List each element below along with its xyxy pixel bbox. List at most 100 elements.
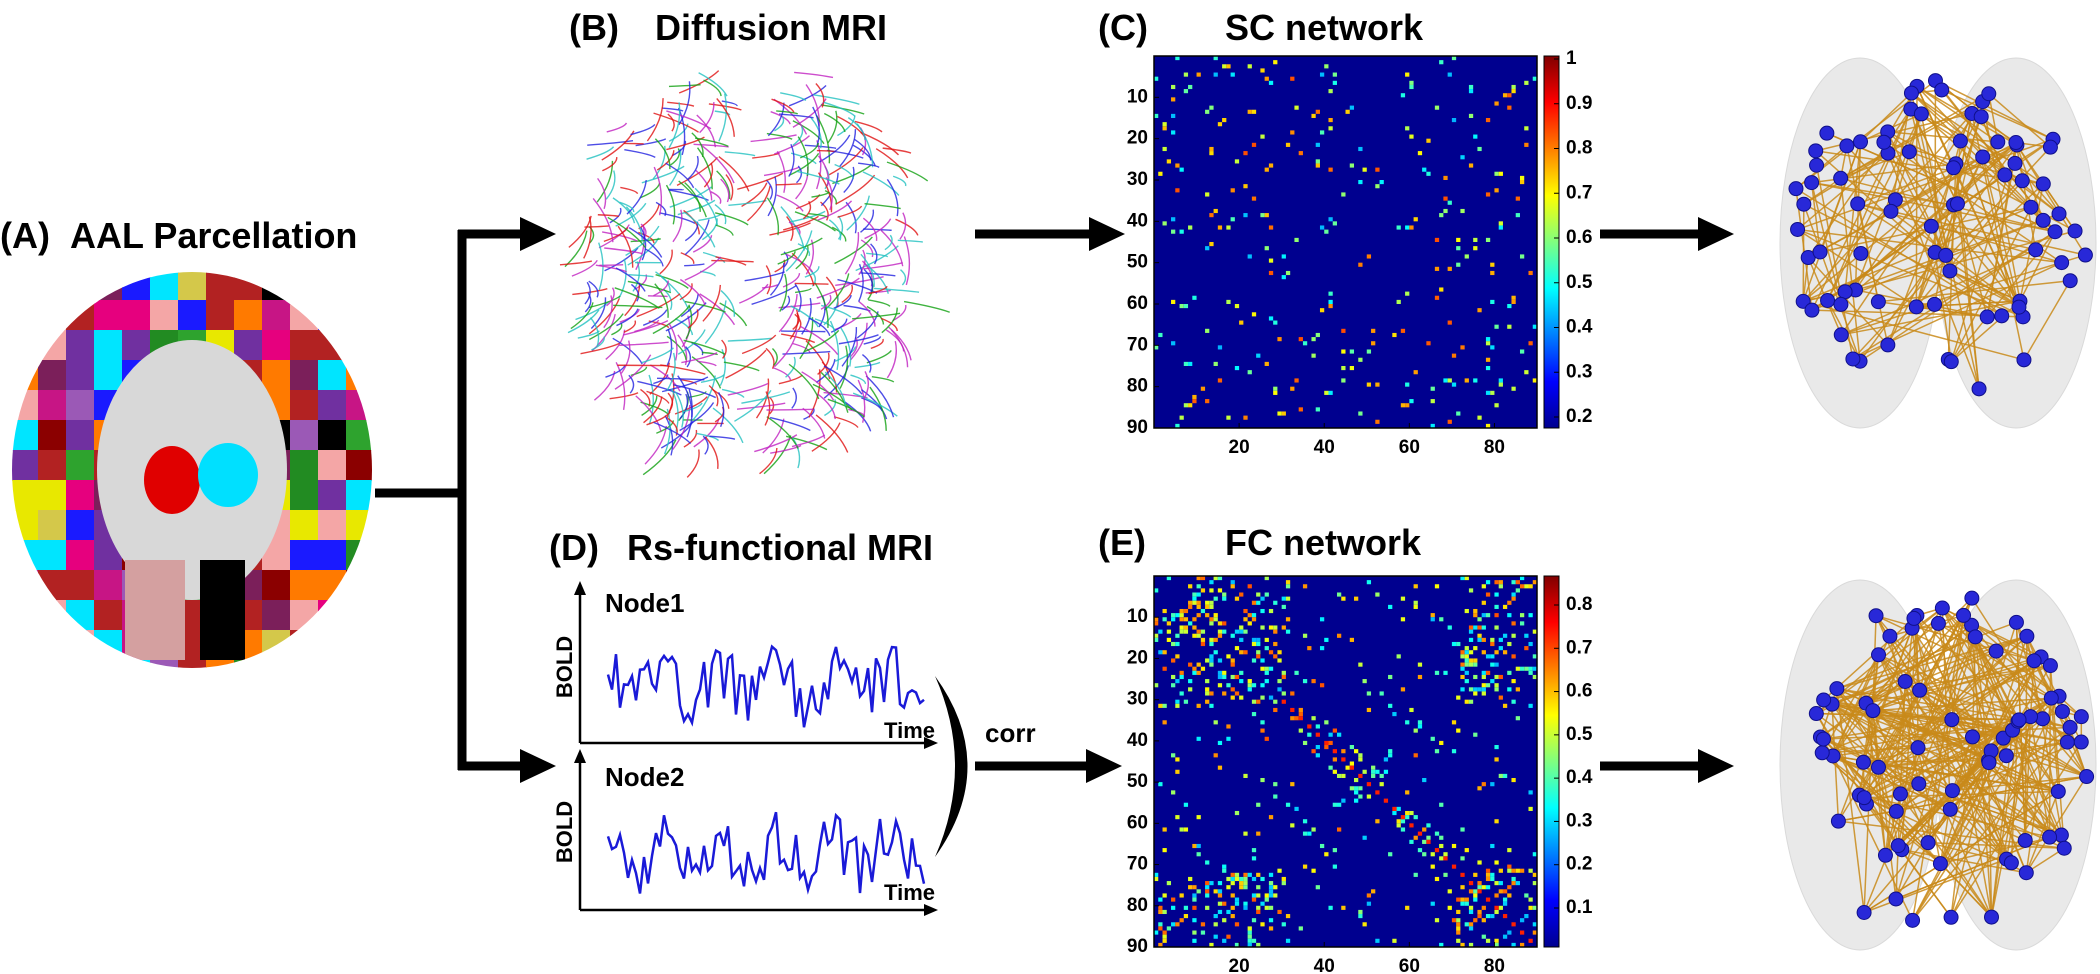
fiber: [770, 444, 802, 454]
fiber: [695, 169, 713, 201]
matrix-cell: [1456, 926, 1461, 931]
matrix-cell: [1490, 843, 1495, 849]
fiber: [674, 391, 684, 428]
fiber: [782, 273, 801, 288]
matrix-cell: [1468, 89, 1474, 94]
fiber: [811, 191, 830, 198]
network-node: [1988, 643, 2004, 659]
matrix-cell: [1328, 740, 1333, 746]
fiber: [833, 416, 859, 428]
colorbar: [1543, 575, 1560, 948]
fiber: [698, 72, 728, 97]
matrix-cell: [1302, 819, 1308, 824]
matrix-cell: [1336, 773, 1342, 778]
matrix-cell: [1239, 629, 1244, 634]
region: [66, 540, 95, 571]
network-node: [2008, 135, 2024, 151]
region: [346, 630, 372, 661]
region: [38, 420, 67, 451]
fiber: [680, 294, 699, 318]
matrix-cell: [1324, 852, 1329, 857]
matrix-cell: [1481, 670, 1486, 675]
fiber: [678, 81, 691, 126]
network-node: [1804, 175, 1820, 191]
matrix-cell: [1154, 872, 1159, 877]
matrix-cell: [1460, 208, 1465, 214]
matrix-cell: [1234, 674, 1240, 680]
matrix-cell: [1468, 629, 1474, 634]
matrix-cell: [1494, 860, 1499, 865]
matrix-cell: [1447, 625, 1452, 630]
matrix-cell: [1188, 225, 1193, 230]
matrix-cell: [1464, 848, 1469, 853]
matrix-cell: [1243, 629, 1248, 634]
matrix-cell: [1464, 699, 1469, 704]
matrix-cell: [1473, 625, 1478, 630]
arrow-head: [1698, 749, 1734, 783]
matrix-cell: [1217, 909, 1223, 915]
matrix-cell: [1226, 225, 1231, 230]
fiber: [862, 217, 878, 241]
matrix-cell: [1528, 806, 1533, 811]
network-edge: [1941, 607, 2071, 728]
region: [38, 300, 67, 331]
matrix-cell: [1371, 769, 1376, 774]
matrix-cell: [1213, 650, 1218, 655]
fiber: [617, 225, 634, 268]
matrix-frame: [1153, 575, 1538, 948]
matrix-cell: [1494, 893, 1499, 898]
matrix-cell: [1192, 633, 1197, 638]
fiber: [696, 114, 717, 148]
fiber: [847, 117, 866, 141]
fiber: [692, 235, 713, 253]
matrix-cell: [1213, 934, 1218, 939]
fiber: [718, 155, 750, 192]
fiber: [568, 215, 592, 248]
network-edge: [1928, 841, 2065, 849]
matrix-cell: [1443, 378, 1448, 383]
network-node: [1944, 712, 1960, 728]
matrix-cell: [1273, 654, 1278, 659]
matrix-cell: [1447, 419, 1452, 424]
matrix-cell: [1511, 654, 1516, 659]
panel-label: (B): [569, 7, 619, 48]
fiber: [812, 383, 853, 411]
matrix-cell: [1490, 390, 1495, 395]
matrix-cell: [1473, 608, 1478, 614]
matrix-cell: [1217, 658, 1223, 663]
fiber: [602, 156, 618, 172]
network-node: [1994, 308, 2010, 324]
network-node: [2035, 212, 2051, 228]
network-node: [1829, 681, 1845, 697]
matrix-cell: [1260, 720, 1265, 725]
network-node: [1908, 299, 1924, 315]
matrix-cell: [1362, 769, 1367, 774]
network-edge: [1865, 624, 1972, 704]
matrix-cell: [1222, 596, 1227, 601]
matrix-cell: [1158, 703, 1163, 708]
matrix-cell: [1162, 122, 1167, 127]
fiber: [786, 216, 794, 242]
matrix-cell: [1524, 646, 1529, 651]
network-node: [2056, 840, 2072, 856]
matrix-cell: [1251, 142, 1257, 147]
matrix-cell: [1205, 885, 1210, 890]
fiber: [572, 288, 608, 296]
matrix-cell: [1192, 394, 1197, 400]
matrix-cell: [1422, 852, 1427, 857]
matrix-cell: [1290, 716, 1295, 721]
matrix-cell: [1485, 654, 1491, 659]
network-node: [1788, 181, 1804, 197]
fiber: [673, 384, 717, 399]
panel-label: (E): [1098, 522, 1146, 563]
matrix-cell: [1511, 592, 1516, 597]
fiber: [795, 245, 809, 270]
matrix-cell: [1434, 295, 1440, 300]
correlation-bracket: [935, 676, 968, 857]
matrix-cell: [1166, 926, 1172, 931]
region: [374, 390, 403, 421]
matrix-frame: [1153, 55, 1538, 429]
matrix-cell: [1281, 670, 1286, 675]
matrix-cell: [1456, 922, 1461, 927]
